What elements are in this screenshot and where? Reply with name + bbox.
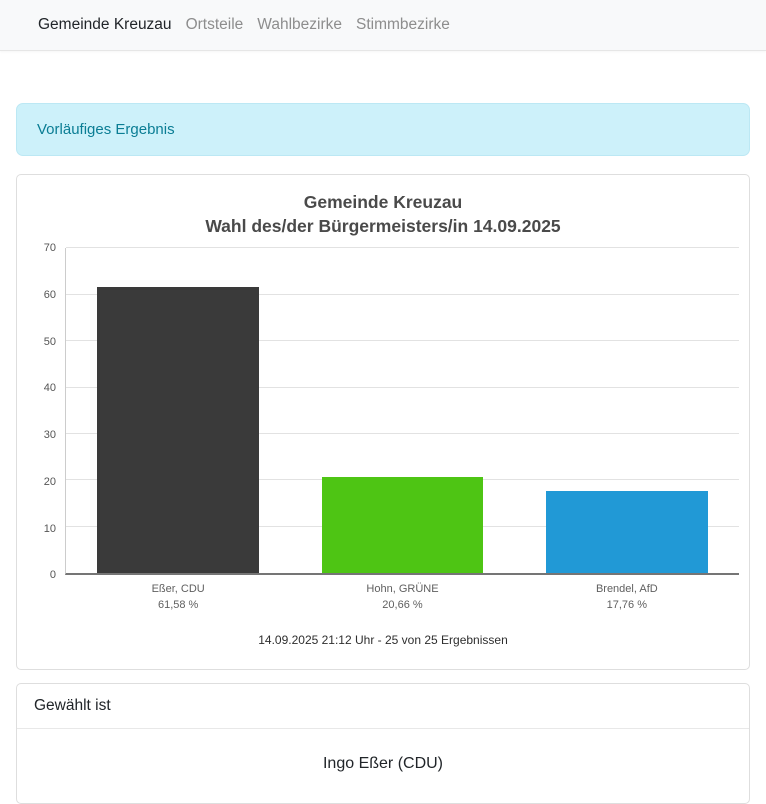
gridline: [66, 432, 739, 434]
bar-chart: 0 10 20 30 40 50 60 70: [27, 242, 739, 581]
tab-wahlbezirke[interactable]: Wahlbezirke: [257, 16, 342, 33]
bar-column: [290, 248, 514, 574]
gridline: [66, 386, 739, 388]
chart-title-block: Gemeinde Kreuzau Wahl des/der Bürgermeis…: [27, 191, 739, 238]
result-card-header: Gewählt ist: [17, 684, 749, 730]
bar-column: [66, 248, 290, 574]
x-labels-row: Eßer, CDU 61,58 % Hohn, GRÜNE 20,66 % Brende…: [66, 582, 739, 613]
bar-0[interactable]: [97, 287, 259, 574]
bar-1[interactable]: [321, 477, 484, 574]
preliminary-result-banner: Vorläufiges Ergebnis: [16, 103, 750, 156]
plot-area: [65, 247, 739, 576]
winner-name: Ingo Eßer (CDU): [322, 755, 444, 773]
tab-gemeinde-kreuzau[interactable]: Gemeinde Kreuzau: [38, 16, 172, 33]
chart-title: Gemeinde Kreuzau: [303, 192, 463, 212]
tab-ortsteile[interactable]: Ortsteile: [185, 16, 244, 33]
y-tick-label: 0: [49, 569, 56, 582]
x-axis-label: Eßer, CDU 61,58 %: [151, 583, 205, 611]
chart-subtitle: Wahl des/der Bürgermeisters/in 14.09.202…: [205, 215, 561, 236]
gridline: [66, 293, 739, 295]
y-tick-label: 60: [43, 288, 56, 301]
y-tick-label: 10: [43, 522, 56, 535]
bar-column: [515, 248, 739, 574]
x-axis-label: Hohn, GRÜNE 20,66 %: [366, 583, 439, 611]
bars-row: [66, 248, 739, 574]
chart-card: Gemeinde Kreuzau Wahl des/der Bürgermeis…: [16, 174, 750, 671]
y-tick-label: 70: [43, 242, 56, 255]
y-tick-label: 50: [43, 335, 56, 348]
bar-2[interactable]: [546, 490, 708, 574]
chart-footer: 14.09.2025 21:12 Uhr - 25 von 25 Ergebni…: [258, 633, 508, 648]
gridline: [66, 247, 739, 249]
result-card: Gewählt ist Ingo Eßer (CDU): [16, 683, 750, 804]
y-tick-label: 20: [43, 475, 56, 488]
y-tick-label: 40: [43, 382, 56, 395]
gridline: [66, 340, 739, 342]
top-nav: Gemeinde Kreuzau Ortsteile Wahlbezirke S…: [0, 0, 766, 51]
y-axis: 0 10 20 30 40 50 60 70: [27, 242, 65, 581]
y-tick-label: 30: [43, 429, 56, 442]
tab-stimmbezirke[interactable]: Stimmbezirke: [356, 16, 450, 33]
x-axis-label: Brendel, AfD 17,76 %: [595, 583, 658, 611]
